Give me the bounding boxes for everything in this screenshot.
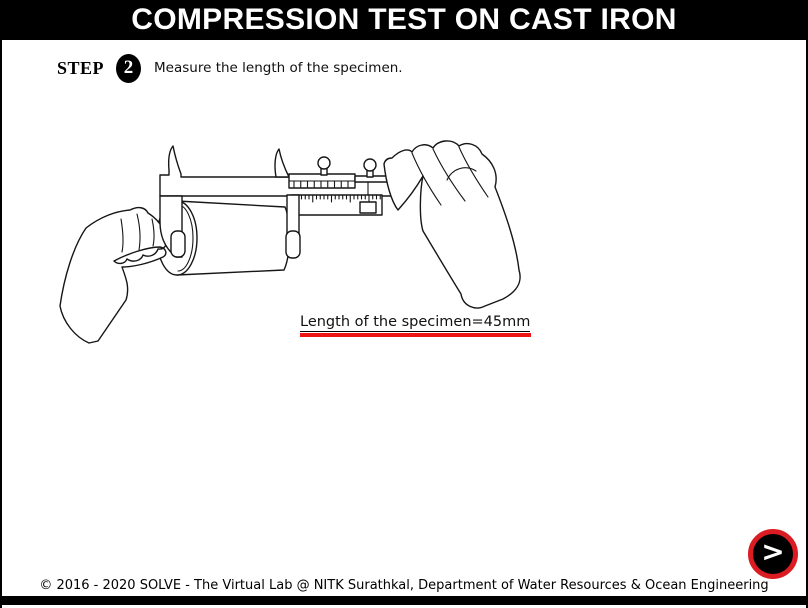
movable-jaw <box>286 194 300 236</box>
thumbscrew <box>363 158 377 172</box>
next-button[interactable]: > <box>748 529 798 579</box>
right-hand <box>383 140 521 309</box>
step-row: STEP 2 Measure the length of the specime… <box>57 52 403 84</box>
fixed-jaw-tip <box>170 230 186 258</box>
next-arrow-icon: > <box>761 535 785 568</box>
lock-screw <box>359 201 377 214</box>
step-label: STEP <box>57 57 105 78</box>
bottom-bar <box>2 596 806 605</box>
measurement-text: Length of the specimen=45mm <box>300 314 531 332</box>
step-instruction: Measure the length of the specimen. <box>154 60 403 76</box>
movable-jaw-tip <box>285 230 301 259</box>
header-bar: COMPRESSION TEST ON CAST IRON <box>2 0 806 40</box>
caliper-upper-jaw <box>274 148 290 178</box>
page-title: COMPRESSION TEST ON CAST IRON <box>131 3 677 36</box>
step-number-badge: 2 <box>116 53 142 83</box>
thumbscrew <box>317 156 331 170</box>
footer-copyright: © 2016 - 2020 SOLVE - The Virtual Lab @ … <box>39 578 769 593</box>
caliper-illustration <box>59 140 521 344</box>
measurement-caption: Length of the specimen=45mm <box>300 311 540 337</box>
left-hand <box>59 206 168 344</box>
red-underline <box>300 333 531 337</box>
